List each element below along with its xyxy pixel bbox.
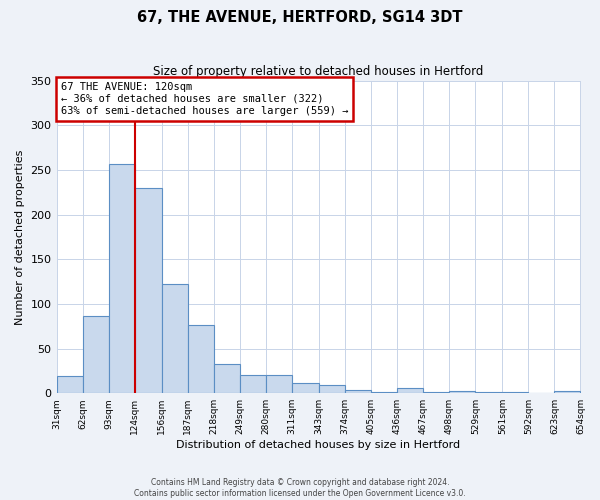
Bar [475,392,502,393]
Bar [161,284,188,393]
Text: Contains HM Land Registry data © Crown copyright and database right 2024.
Contai: Contains HM Land Registry data © Crown c… [134,478,466,498]
Bar [502,392,529,393]
Bar [240,376,266,393]
Bar [188,326,214,393]
Bar [449,392,475,393]
Bar [56,376,83,393]
Bar [345,390,371,393]
Bar [214,364,240,393]
Title: Size of property relative to detached houses in Hertford: Size of property relative to detached ho… [154,65,484,78]
Bar [397,388,423,393]
Bar [554,390,580,393]
Bar [319,385,345,393]
Text: 67 THE AVENUE: 120sqm
← 36% of detached houses are smaller (322)
63% of semi-det: 67 THE AVENUE: 120sqm ← 36% of detached … [61,82,348,116]
Y-axis label: Number of detached properties: Number of detached properties [15,149,25,324]
Bar [83,316,109,393]
Text: 67, THE AVENUE, HERTFORD, SG14 3DT: 67, THE AVENUE, HERTFORD, SG14 3DT [137,10,463,25]
Bar [371,392,397,393]
Bar [109,164,135,393]
X-axis label: Distribution of detached houses by size in Hertford: Distribution of detached houses by size … [176,440,461,450]
Bar [266,376,292,393]
Bar [423,392,449,393]
Bar [292,384,319,393]
Bar [135,188,161,393]
